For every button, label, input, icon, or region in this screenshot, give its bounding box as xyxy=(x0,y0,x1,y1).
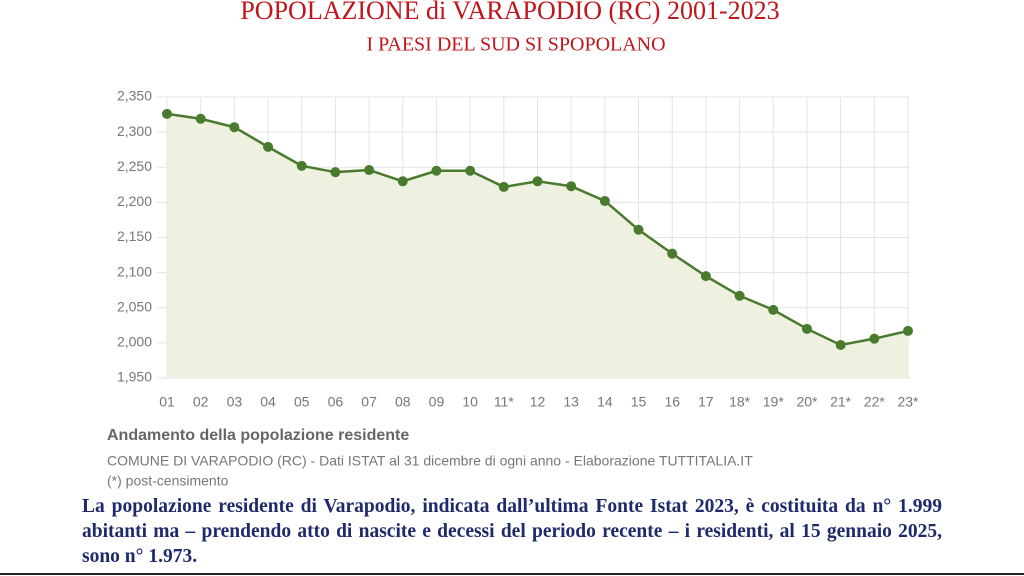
x-tick-label: 11* xyxy=(494,394,515,410)
y-tick-label: 2,000 xyxy=(117,334,152,350)
paragraph: La popolazione residente di Varapodio, i… xyxy=(82,496,942,567)
x-tick-label: 23* xyxy=(897,394,919,410)
bottom-rule xyxy=(0,573,1024,575)
x-tick-label: 17 xyxy=(698,394,714,410)
x-tick-label: 10 xyxy=(462,394,478,410)
y-tick-label: 2,200 xyxy=(117,193,152,209)
caption-source: COMUNE DI VARAPODIO (RC) - Dati ISTAT al… xyxy=(107,453,753,469)
point xyxy=(801,323,812,334)
point xyxy=(532,176,543,187)
point xyxy=(700,271,711,282)
point xyxy=(667,248,678,259)
x-tick-label: 16 xyxy=(664,394,680,410)
point xyxy=(633,224,644,235)
x-tick-label: 19* xyxy=(763,394,785,410)
x-tick-label: 02 xyxy=(193,394,209,410)
y-tick-label: 2,050 xyxy=(117,298,152,314)
chart-title: POPOLAZIONE di VARAPODIO (RC) 2001-2023 xyxy=(240,0,779,25)
x-tick-label: 18* xyxy=(729,394,751,410)
point xyxy=(296,160,307,171)
point xyxy=(263,141,274,152)
x-tick-label: 06 xyxy=(328,394,344,410)
point xyxy=(330,167,341,178)
point xyxy=(195,113,206,124)
point xyxy=(229,122,240,133)
y-tick-label: 2,250 xyxy=(117,158,152,174)
point xyxy=(498,181,509,192)
y-tick-label: 2,150 xyxy=(117,228,152,244)
x-tick-label: 13 xyxy=(563,394,579,410)
point xyxy=(162,108,172,119)
point xyxy=(835,339,846,350)
chart-subtitle: I PAESI DEL SUD SI SPOPOLANO xyxy=(366,34,665,56)
point xyxy=(903,325,913,336)
x-tick-label: 05 xyxy=(294,394,310,410)
y-tick-label: 2,350 xyxy=(117,88,152,104)
y-tick-label: 2,300 xyxy=(117,123,152,139)
x-tick-label: 04 xyxy=(260,394,276,410)
x-tick-label: 22* xyxy=(864,394,886,410)
x-tick-label: 12 xyxy=(530,394,546,410)
y-tick-label: 1,950 xyxy=(117,369,152,385)
y-tick-label: 2,100 xyxy=(117,263,152,279)
x-tick-label: 09 xyxy=(429,394,445,410)
x-tick-label: 01 xyxy=(159,394,175,410)
point xyxy=(734,290,745,301)
area xyxy=(167,113,908,379)
x-tick-label: 03 xyxy=(227,394,243,410)
point xyxy=(599,195,610,206)
x-tick-label: 21* xyxy=(830,394,852,410)
point xyxy=(768,304,779,315)
caption-note: (*) post-censimento xyxy=(107,473,229,489)
x-tick-label: 20* xyxy=(796,394,818,410)
x-tick-label: 08 xyxy=(395,394,411,410)
point xyxy=(431,165,442,176)
point xyxy=(869,333,880,344)
x-tick-label: 14 xyxy=(597,394,613,410)
x-tick-label: 07 xyxy=(361,394,377,410)
point xyxy=(465,165,476,176)
point xyxy=(364,165,375,176)
point xyxy=(397,176,408,187)
caption-title: Andamento della popolazione residente xyxy=(107,427,409,444)
x-tick-label: 15 xyxy=(631,394,647,410)
point xyxy=(566,181,577,192)
